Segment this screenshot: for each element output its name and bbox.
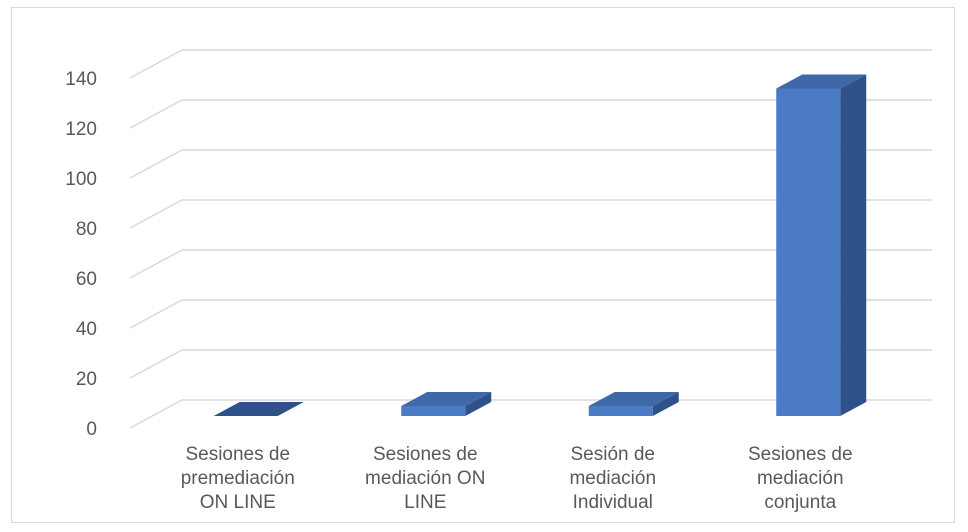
x-category-label-line: mediación ON [365,468,485,489]
bar-front [588,406,653,416]
x-category-label-line: mediación [569,468,656,489]
y-tick-label: 60 [76,269,97,290]
y-tick-label: 40 [76,319,97,340]
bar-front [776,88,841,416]
x-category-label-line: LINE [404,492,446,513]
gridlines [129,49,932,429]
gridline [129,149,932,179]
gridline [129,99,932,129]
y-tick-label: 20 [76,369,97,390]
x-category-label: Sesiones de premediación ON LINE [181,444,295,513]
bar [401,392,492,416]
bar-side [465,392,492,416]
x-category-label-line: Sesiones de [373,444,478,465]
x-category-label-line: ON LINE [200,492,276,513]
x-category-label: Sesión de mediación Individual [569,444,656,513]
x-category-label: Sesiones de mediación conjunta [748,444,853,513]
x-category-label-line: premediación [181,468,295,489]
bar-front [401,406,466,416]
x-category-label: Sesiones de mediación ON LINE [365,444,485,513]
bar-top [213,402,304,416]
bar-top [588,392,679,406]
bar-top [776,74,867,89]
y-tick-label: 140 [65,69,97,90]
x-category-label-line: Sesiones de [748,444,853,465]
gridline [129,199,932,229]
y-tick-label: 100 [65,169,97,190]
x-category-label-line: Sesión de [570,444,655,465]
x-category-label-line: mediación [757,468,844,489]
bar-side [840,74,867,416]
bars [213,74,867,416]
gridline [129,399,932,429]
bar [213,402,304,416]
y-tick-label: 120 [65,119,97,140]
x-category-label-line: conjunta [764,492,836,513]
y-tick-label: 80 [76,219,97,240]
bar-top [401,392,492,406]
gridline [129,349,932,379]
bar-side [652,392,679,416]
x-category-label-line: Individual [573,492,653,513]
bar [588,392,679,416]
y-tick-label: 0 [86,419,97,440]
gridline [129,49,932,79]
gridline [129,299,932,329]
x-category-label-line: Sesiones de [185,444,290,465]
bar [776,74,867,416]
gridline [129,249,932,279]
y-axis-ticks: 0 20 40 60 80 100 120 140 [65,69,97,440]
